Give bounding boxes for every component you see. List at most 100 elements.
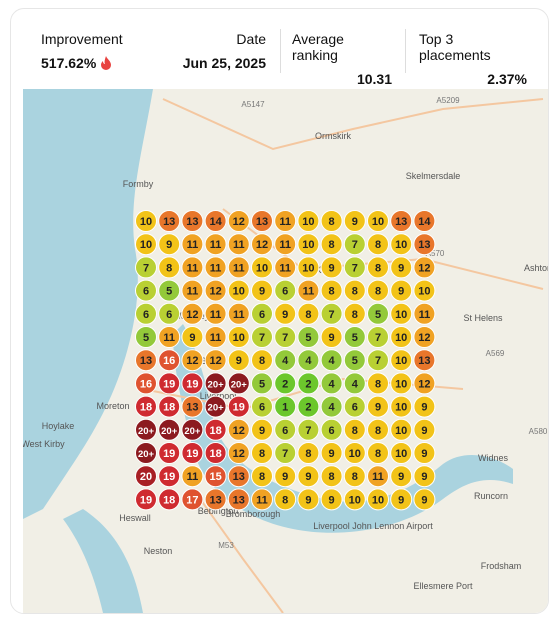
rank-marker [367,349,389,372]
rank-label: 9 [329,262,335,274]
rank-label: 18 [209,448,221,460]
rank-label: 8 [329,471,335,483]
rank-marker [343,349,366,372]
rank-marker [390,395,413,418]
rank-marker [390,256,413,279]
rank-label: 7 [375,332,381,344]
rank-label: 9 [329,494,335,506]
rank-marker [274,302,297,325]
rank-marker [251,210,273,232]
rank-label: 9 [329,332,335,344]
stat-value: 517.62% [41,55,123,71]
stat-label: Date [236,31,266,47]
rank-label: 10 [395,448,407,460]
road-label: A569 [486,349,505,358]
rank-label: 6 [143,309,149,321]
rank-label: 8 [375,378,381,390]
rank-label: 8 [375,425,381,437]
rank-marker [135,372,157,395]
rank-label: 19 [163,378,175,390]
rank-marker [274,279,297,302]
rank-marker [297,279,320,302]
rank-marker [204,349,227,372]
rank-marker [158,395,181,418]
rank-label: 13 [256,216,268,228]
rank-marker [251,418,273,441]
rank-label: 20+ [208,403,225,414]
rank-label: 8 [375,286,381,298]
rank-label: 6 [143,286,149,298]
rank-label: 10 [372,216,384,228]
rank-label: 20+ [138,426,155,437]
rank-marker [251,326,273,348]
rank-marker [204,372,227,395]
rank-label: 20+ [138,449,155,460]
rank-label: 7 [259,332,265,344]
rank-label: 4 [352,378,359,390]
rank-marker [274,465,297,488]
rank-marker [297,302,320,325]
rank-marker [227,488,250,511]
stat: Improvement 517.62% [41,31,123,71]
rank-label: 16 [163,355,175,367]
place-label: Neston [144,546,173,556]
rank-label: 12 [233,448,245,460]
place-label: St Helens [463,313,503,323]
rank-label: 9 [398,471,404,483]
rank-label: 11 [210,262,222,274]
road-label: A5147 [241,100,265,109]
rank-label: 2 [282,378,288,390]
rank-marker [274,256,297,279]
rank-marker [320,302,343,325]
rank-label: 8 [352,425,358,437]
rank-label: 13 [418,239,430,251]
stat-value: 2.37% [487,71,527,87]
divider [280,29,281,73]
rank-label: 6 [282,425,288,437]
rank-marker [413,465,436,488]
rank-label: 11 [303,286,315,298]
rank-marker [227,210,250,232]
rank-marker [135,349,157,372]
rank-marker [135,302,157,325]
rank-marker [251,349,273,372]
rank-label: 10 [302,216,314,228]
rank-marker [251,302,273,325]
place-label: Bromborough [226,509,281,519]
rank-marker [204,442,227,464]
rank-label: 8 [166,262,172,274]
rank-marker [181,395,204,418]
rank-label: 10 [256,262,268,274]
place-label: Heswall [119,513,151,523]
rank-marker [367,395,389,418]
stat: Top 3 placements 2.37% [419,31,527,87]
rank-label: 8 [305,448,311,460]
rank-marker [181,418,204,441]
rank-marker [135,256,157,279]
rank-label: 8 [375,262,381,274]
rank-marker [390,279,413,302]
rank-label: 6 [352,402,358,414]
rank-label: 8 [329,216,335,228]
rank-label: 5 [143,332,149,344]
rank-label: 11 [233,309,245,321]
rank-label: 7 [352,239,358,251]
rank-label: 10 [140,239,152,251]
rank-marker [390,418,413,441]
rank-marker [135,418,157,441]
rank-label: 6 [259,309,265,321]
rank-label: 8 [352,471,358,483]
rank-marker [367,326,389,348]
rank-marker [204,418,227,441]
rank-label: 9 [375,402,381,414]
stat-value: 10.31 [356,71,392,87]
rank-label: 5 [375,309,381,321]
rank-label: 8 [259,448,265,460]
rank-marker [297,488,320,511]
rank-marker [413,395,436,418]
rank-marker [343,418,366,441]
rank-marker [297,256,320,279]
rank-marker [413,349,436,372]
rank-label: 11 [210,309,222,321]
rank-marker [343,395,366,418]
